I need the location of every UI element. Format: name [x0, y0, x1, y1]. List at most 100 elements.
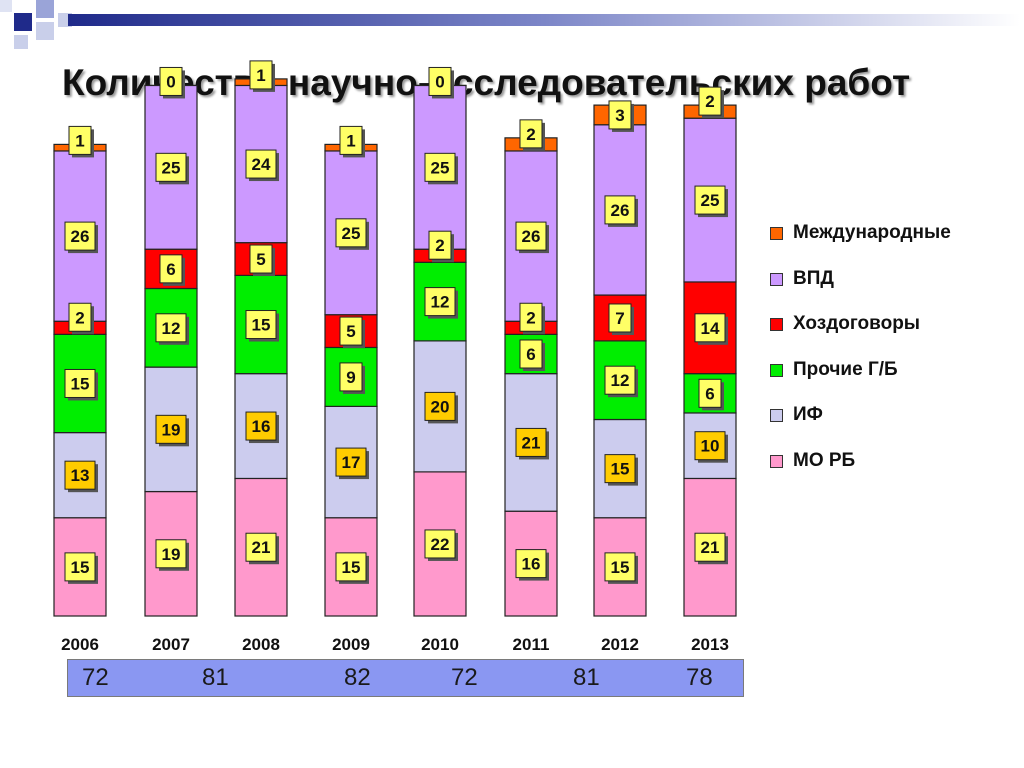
total-value: 81 [202, 664, 229, 691]
svg-text:12: 12 [611, 371, 630, 390]
value-label-2011-1: 21 [515, 427, 549, 460]
legend-swatch [770, 227, 783, 240]
svg-text:26: 26 [522, 227, 541, 246]
value-label-2012-0: 15 [604, 552, 638, 584]
value-label-2013-1: 10 [694, 431, 728, 463]
svg-text:20: 20 [431, 397, 450, 416]
value-label-2013-5: 2 [698, 86, 724, 119]
svg-text:14: 14 [701, 319, 720, 338]
x-tick-label-2006: 2006 [61, 635, 99, 654]
total-value: 72 [82, 664, 109, 691]
value-label-2010-4: 25 [424, 152, 458, 185]
svg-text:26: 26 [611, 201, 630, 220]
value-label-2010-1: 20 [424, 391, 458, 424]
svg-text:6: 6 [705, 384, 714, 403]
svg-text:21: 21 [522, 433, 541, 452]
total-value: 82 [344, 664, 371, 691]
legend-item: Международные [770, 222, 951, 268]
value-label-2009-3: 5 [339, 316, 365, 349]
value-label-2007-1: 19 [155, 414, 189, 447]
legend-label: Прочие Г/Б [793, 358, 898, 380]
svg-text:15: 15 [611, 460, 630, 479]
svg-text:25: 25 [342, 224, 361, 243]
svg-text:2: 2 [705, 92, 714, 111]
value-label-2011-2: 6 [519, 339, 545, 371]
svg-text:25: 25 [431, 158, 450, 177]
value-label-2009-0: 15 [335, 552, 369, 584]
value-label-2007-2: 12 [155, 313, 189, 345]
value-label-2007-3: 6 [159, 254, 185, 286]
value-label-2012-3: 7 [608, 303, 634, 335]
svg-text:10: 10 [701, 437, 720, 456]
value-label-2007-0: 19 [155, 539, 189, 571]
legend-item: ВПД [770, 268, 951, 314]
total-value: 78 [686, 664, 713, 691]
value-label-2010-3: 2 [428, 230, 454, 263]
svg-text:26: 26 [71, 227, 90, 246]
value-label-2006-0: 15 [64, 552, 98, 584]
x-tick-label-2010: 2010 [421, 635, 459, 654]
value-label-2006-4: 26 [64, 221, 98, 254]
svg-text:19: 19 [162, 420, 181, 439]
svg-text:5: 5 [256, 250, 265, 269]
value-label-2013-4: 25 [694, 185, 728, 218]
legend-item: Прочие Г/Б [770, 359, 951, 405]
svg-text:1: 1 [75, 131, 84, 150]
value-label-2012-1: 15 [604, 454, 638, 486]
value-label-2010-2: 12 [424, 287, 458, 319]
svg-text:1: 1 [256, 66, 265, 85]
value-label-2013-3: 14 [694, 313, 728, 345]
chart-legend: Международные ВПД Хоздоговоры Прочие Г/Б ИФ М… [770, 222, 951, 495]
value-label-2012-5: 3 [608, 100, 634, 132]
value-label-2008-1: 16 [245, 411, 279, 444]
legend-swatch [770, 454, 783, 468]
value-label-2013-0: 21 [694, 532, 728, 565]
corner-decoration [0, 0, 72, 49]
value-label-2008-3: 5 [249, 244, 275, 277]
svg-text:2: 2 [435, 236, 444, 255]
svg-text:25: 25 [701, 191, 720, 210]
legend-label: МО РБ [793, 449, 856, 471]
x-tick-label-2008: 2008 [242, 635, 280, 654]
value-label-2008-4: 24 [245, 149, 279, 182]
legend-swatch [770, 363, 783, 377]
totals-row: 72 81 82 72 81 78 [67, 659, 744, 697]
legend-swatch [770, 318, 783, 331]
svg-text:24: 24 [252, 155, 271, 174]
svg-text:15: 15 [342, 558, 361, 577]
svg-text:7: 7 [615, 309, 624, 328]
svg-text:2: 2 [526, 125, 535, 144]
svg-text:3: 3 [615, 106, 624, 125]
svg-text:12: 12 [162, 319, 181, 338]
value-label-2011-5: 2 [519, 119, 545, 151]
value-label-2006-2: 15 [64, 368, 98, 401]
svg-text:2: 2 [526, 308, 535, 327]
svg-text:0: 0 [435, 72, 444, 91]
legend-swatch [770, 272, 783, 286]
svg-text:15: 15 [71, 374, 90, 393]
value-label-2008-2: 15 [245, 310, 279, 342]
svg-text:2: 2 [75, 308, 84, 327]
x-tick-label-2013: 2013 [691, 635, 729, 654]
svg-text:0: 0 [166, 72, 175, 91]
value-label-2007-5: 0 [159, 66, 185, 99]
svg-text:15: 15 [611, 558, 630, 577]
total-value: 81 [573, 664, 600, 691]
x-tick-label-2009: 2009 [332, 635, 370, 654]
value-label-2012-4: 26 [604, 195, 638, 227]
value-label-2009-2: 9 [339, 362, 365, 394]
value-label-2010-5: 0 [428, 66, 454, 99]
svg-text:21: 21 [252, 538, 271, 557]
legend-label: ВПД [793, 267, 834, 289]
x-tick-label-2012: 2012 [601, 635, 639, 654]
value-label-2006-3: 2 [68, 302, 94, 335]
legend-item: Хоздоговоры [770, 313, 951, 359]
value-label-2011-4: 26 [515, 221, 549, 254]
x-tick-label-2007: 2007 [152, 635, 190, 654]
svg-text:21: 21 [701, 538, 720, 557]
value-label-2009-1: 17 [335, 447, 369, 480]
legend-label: Хоздоговоры [793, 313, 921, 334]
legend-label: ИФ [793, 404, 823, 425]
value-label-2011-3: 2 [519, 302, 545, 335]
svg-text:25: 25 [162, 158, 181, 177]
